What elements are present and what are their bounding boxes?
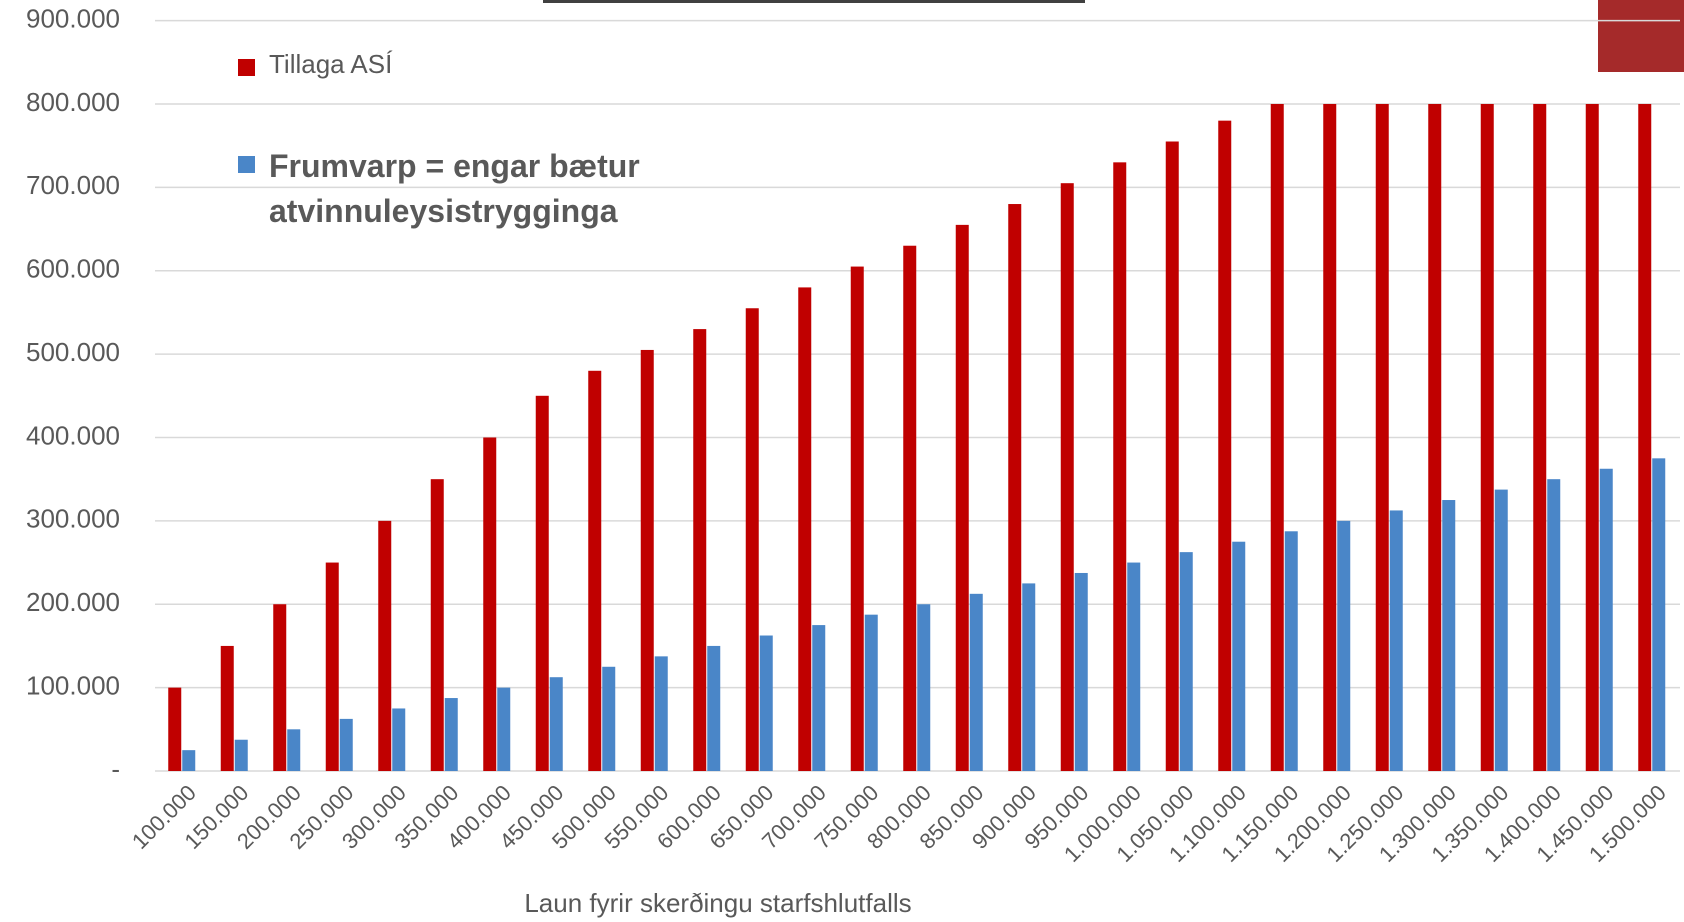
bar: [903, 245, 917, 772]
bar: [483, 437, 497, 771]
bar: [339, 718, 353, 771]
bar: [1165, 141, 1179, 771]
bar: [273, 604, 287, 771]
y-tick-label: 500.000: [26, 337, 120, 367]
bar: [654, 656, 668, 771]
bar: [497, 687, 511, 771]
bar: [850, 266, 864, 771]
y-tick-label: 200.000: [26, 587, 120, 617]
bar: [1337, 520, 1351, 771]
bar: [1652, 458, 1666, 771]
bar: [182, 750, 196, 771]
bar: [1638, 103, 1652, 771]
bar: [1428, 103, 1442, 771]
bar: [430, 479, 444, 771]
bar: [1284, 531, 1298, 771]
bar: [955, 224, 969, 771]
y-tick-label: -: [111, 754, 120, 784]
legend-swatch: [238, 156, 255, 173]
bar: [1270, 103, 1284, 771]
bar: [1585, 103, 1599, 771]
bar: [640, 349, 654, 771]
legend-label: Frumvarp = engar bætur atvinnuleysistryg…: [269, 148, 640, 229]
y-tick-label: 100.000: [26, 670, 120, 700]
y-tick-label: 600.000: [26, 254, 120, 284]
bar: [287, 729, 301, 771]
x-axis-title: Laun fyrir skerðingu starfshlutfalls: [524, 888, 911, 918]
bar: [444, 698, 458, 771]
bar: [917, 604, 931, 771]
bar: [812, 625, 826, 771]
y-tick-label: 900.000: [26, 3, 120, 33]
bar: [798, 287, 812, 771]
y-tick-label: 700.000: [26, 170, 120, 200]
title-underline: [543, 0, 1085, 3]
bar: [1074, 572, 1088, 771]
bar: [1494, 489, 1508, 771]
bar: [1533, 103, 1547, 771]
bar: [1480, 103, 1494, 771]
bar: [1375, 103, 1389, 771]
bar: [969, 593, 983, 771]
bar: [549, 677, 563, 771]
bar: [168, 687, 182, 771]
bar: [1060, 183, 1074, 772]
bar: [1599, 468, 1613, 771]
logo: [1598, 0, 1684, 72]
bar: [392, 708, 406, 771]
bar: [220, 645, 234, 771]
bar: [1547, 479, 1561, 771]
bar: [325, 562, 339, 771]
bar: [1008, 204, 1022, 771]
bar: [1218, 120, 1232, 772]
bar: [588, 370, 602, 771]
bar: [864, 614, 878, 771]
bar: [745, 308, 759, 771]
bar: [1323, 103, 1337, 771]
bar: [535, 395, 549, 771]
bar: [602, 666, 616, 771]
bar: [1442, 500, 1456, 771]
bar: [707, 645, 721, 771]
legend-swatch: [238, 59, 255, 76]
bar: [1389, 510, 1403, 771]
bar: [234, 739, 248, 771]
bar: [1232, 541, 1246, 771]
bar: [1179, 552, 1193, 771]
y-tick-label: 400.000: [26, 420, 120, 450]
bar: [759, 635, 773, 771]
y-tick-label: 300.000: [26, 504, 120, 534]
bar: [693, 329, 707, 771]
bar: [378, 520, 392, 771]
legend-label: Tillaga ASÍ: [269, 49, 393, 79]
bar: [1127, 562, 1141, 771]
y-tick-label: 800.000: [26, 87, 120, 117]
bar: [1113, 162, 1127, 771]
bar: [1022, 583, 1036, 771]
